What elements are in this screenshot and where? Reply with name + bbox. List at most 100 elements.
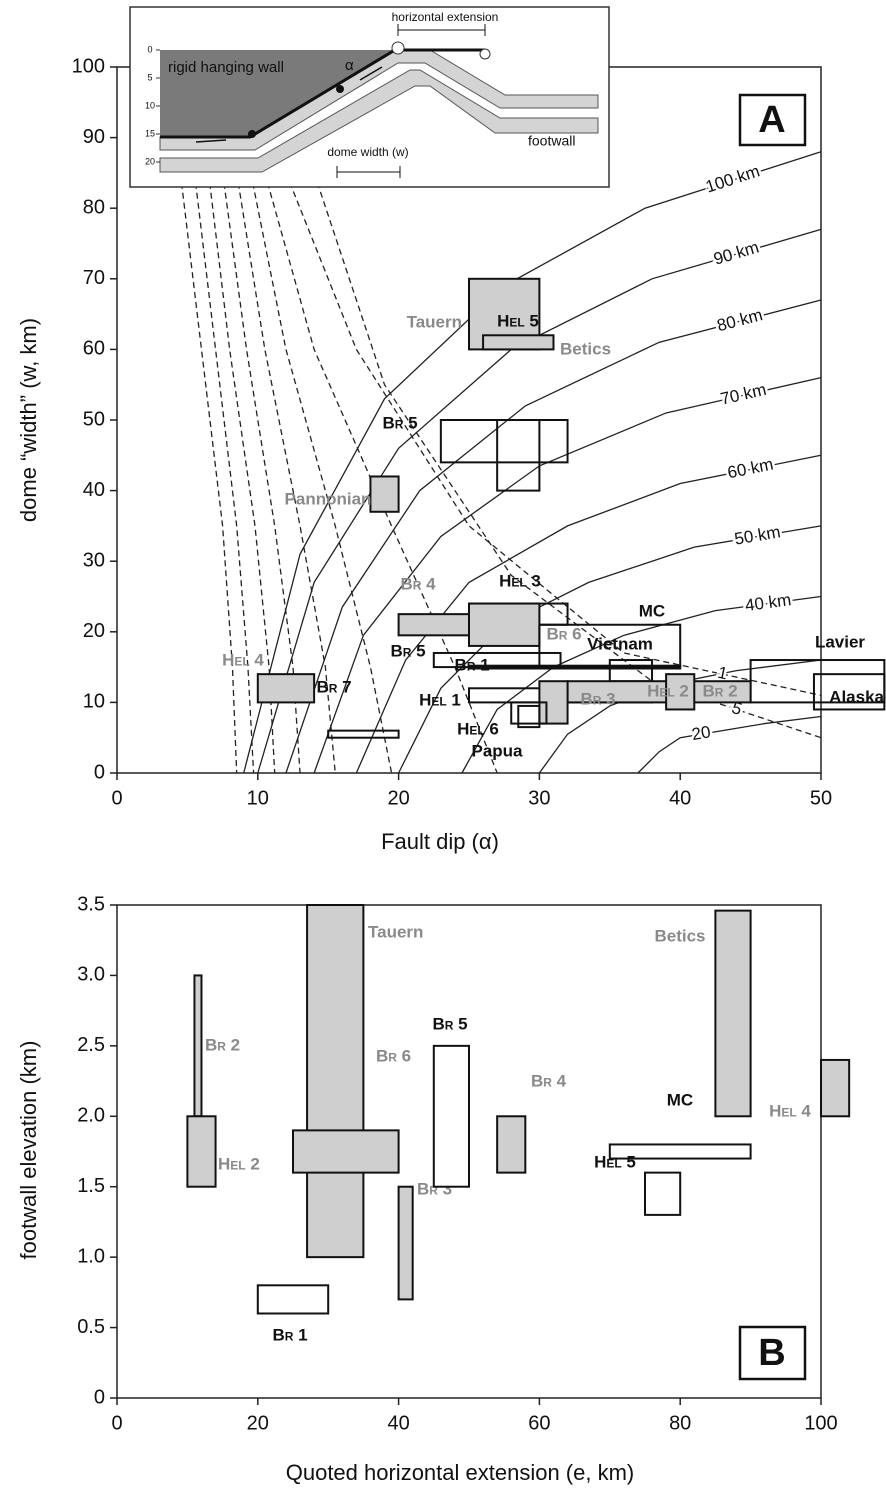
- y-tick-label: 3.0: [77, 964, 105, 986]
- box-label: Betics: [560, 339, 611, 358]
- box-label: Br 1: [272, 1325, 307, 1344]
- box-label: Br 5: [432, 1014, 467, 1033]
- y-axis-title: dome “width” (w, km): [16, 318, 41, 522]
- y-tick-label: 1.0: [77, 1245, 105, 1267]
- inset-label: dome width (w): [327, 145, 408, 159]
- figure: 010203040500102030405060708090100100 km9…: [0, 0, 886, 1492]
- curve-label: 90 km: [711, 237, 761, 268]
- x-tick-label: 30: [528, 787, 550, 809]
- box-label: Br 4: [531, 1071, 567, 1090]
- box-label: Betics: [654, 926, 705, 945]
- panel-letter: B: [758, 1332, 785, 1374]
- depth-tick-label: 15: [145, 128, 155, 138]
- box-label: Br 4: [400, 574, 436, 593]
- y-axis-title: footwall elevation (km): [16, 1041, 41, 1260]
- box-label: Br 5: [382, 413, 417, 432]
- range-box: [715, 911, 750, 1117]
- marker: [336, 85, 344, 93]
- curve-label: 40 km: [744, 590, 792, 615]
- box-label: Vietnam: [587, 634, 653, 653]
- box-label: Tauern: [407, 312, 462, 331]
- range-box: [645, 1173, 680, 1215]
- box-label: MC: [639, 601, 665, 620]
- model-curve: [638, 717, 821, 773]
- y-tick-label: 1.5: [77, 1175, 105, 1197]
- y-tick-label: 50: [83, 408, 105, 430]
- curve-label: 60 km: [726, 455, 775, 483]
- range-box: [434, 1046, 469, 1187]
- curve-label: 20: [690, 722, 712, 744]
- x-axis-title: Fault dip (α): [381, 829, 499, 854]
- range-box: [307, 905, 363, 1257]
- range-box: [399, 1187, 413, 1300]
- x-tick-label: 20: [387, 787, 409, 809]
- y-tick-label: 2.5: [77, 1034, 105, 1056]
- y-tick-label: 70: [83, 267, 105, 289]
- range-box: [497, 1116, 525, 1172]
- y-tick-label: 0: [94, 761, 105, 783]
- range-box: [483, 335, 553, 349]
- box-label: Br 5: [390, 641, 425, 660]
- range-box: [258, 674, 314, 702]
- x-axis-title: Quoted horizontal extension (e, km): [286, 1460, 635, 1485]
- inset: horizontal extension rigid hanging wall …: [130, 7, 609, 187]
- model-curve: [180, 173, 236, 773]
- curve-label: 100 km: [703, 161, 762, 196]
- marker: [480, 49, 490, 59]
- y-tick-label: 80: [83, 196, 105, 218]
- x-tick-label: 20: [247, 1412, 269, 1434]
- y-tick-label: 20: [83, 620, 105, 642]
- box-label: Hel 5: [594, 1152, 636, 1171]
- y-tick-label: 90: [83, 126, 105, 148]
- inset-label: α: [345, 57, 354, 74]
- box-label: Papua: [471, 741, 523, 760]
- box-label: Br 3: [580, 689, 615, 708]
- y-tick-label: 60: [83, 338, 105, 360]
- range-box: [258, 1285, 328, 1313]
- box-label: Br 2: [702, 681, 737, 700]
- depth-tick-label: 0: [147, 44, 152, 54]
- box-label: Hel 3: [499, 571, 541, 590]
- y-tick-label: 3.5: [77, 893, 105, 915]
- range-box: [469, 604, 539, 646]
- box-label: Hel 4: [222, 650, 264, 669]
- box-label: Hel 6: [457, 719, 499, 738]
- box-label: Br 6: [546, 624, 581, 643]
- x-tick-label: 50: [810, 787, 832, 809]
- y-tick-label: 100: [72, 55, 105, 77]
- y-tick-label: 30: [83, 549, 105, 571]
- x-tick-label: 0: [111, 1412, 122, 1434]
- range-box: [610, 660, 652, 681]
- range-box: [441, 420, 568, 462]
- range-box: [293, 1130, 399, 1172]
- plot-layer: 010203040500102030405060708090100100 km9…: [72, 55, 885, 1434]
- range-box: [399, 614, 476, 635]
- inset-label: footwall: [528, 133, 575, 149]
- box-label: Br 1: [454, 655, 489, 674]
- box-label: Alaska: [829, 687, 884, 706]
- depth-tick-label: 10: [145, 100, 155, 110]
- x-tick-label: 40: [669, 787, 691, 809]
- x-tick-label: 10: [247, 787, 269, 809]
- y-tick-label: 10: [83, 691, 105, 713]
- box-label: Hel 4: [769, 1101, 811, 1120]
- box-label: Hel 5: [497, 311, 539, 330]
- range-box: [194, 975, 201, 1116]
- depth-tick-label: 5: [147, 72, 152, 82]
- marker: [392, 42, 404, 54]
- curve-label: 70 km: [719, 380, 768, 409]
- range-box: [187, 1116, 215, 1186]
- box-label: Hel 2: [218, 1154, 260, 1173]
- model-curve: [194, 173, 253, 773]
- inset-label: rigid hanging wall: [168, 59, 284, 76]
- box-label: Br 2: [205, 1035, 240, 1054]
- box-label: Lavier: [815, 632, 865, 651]
- box-label: Hel 2: [647, 681, 689, 700]
- range-box: [328, 731, 398, 738]
- y-tick-label: 0: [94, 1386, 105, 1408]
- y-tick-label: 40: [83, 479, 105, 501]
- depth-tick-label: 20: [145, 156, 155, 166]
- x-tick-label: 60: [528, 1412, 550, 1434]
- range-box: [821, 1060, 849, 1116]
- box-label: Br 6: [376, 1046, 411, 1065]
